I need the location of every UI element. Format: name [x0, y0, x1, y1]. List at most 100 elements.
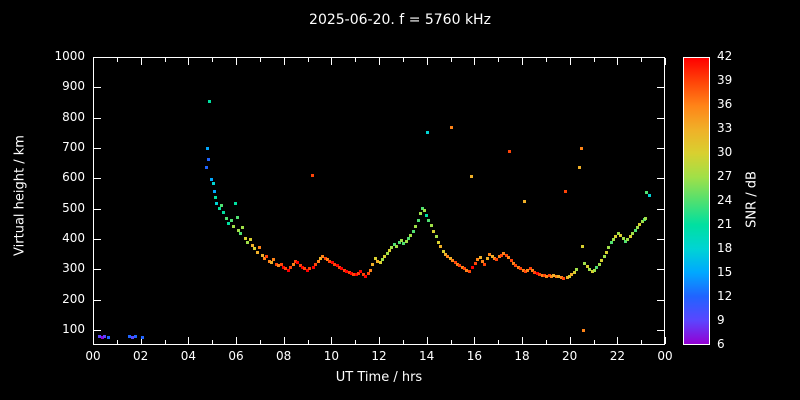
- data-point: [352, 273, 356, 277]
- y-tick-label: 100: [62, 321, 85, 336]
- y-tick: [657, 238, 664, 240]
- data-point: [444, 252, 448, 256]
- data-point: [208, 100, 212, 104]
- x-tick: [93, 58, 94, 65]
- data-point: [616, 232, 620, 236]
- x-tick: [426, 58, 428, 65]
- data-point: [277, 264, 281, 268]
- data-point: [473, 262, 477, 266]
- data-point: [595, 265, 599, 269]
- data-point: [490, 254, 494, 258]
- x-tick: [140, 337, 142, 344]
- data-point: [602, 254, 606, 258]
- data-point: [220, 203, 223, 207]
- x-tick: [212, 340, 214, 344]
- data-point: [414, 224, 418, 228]
- data-point: [354, 273, 358, 277]
- data-point: [328, 259, 332, 263]
- y-tick-label: 500: [62, 200, 85, 215]
- data-point: [572, 271, 576, 275]
- data-point: [521, 268, 525, 272]
- x-tick: [665, 58, 666, 65]
- data-point: [337, 265, 341, 269]
- x-tick-label: 02: [133, 349, 149, 363]
- data-point: [614, 234, 618, 238]
- data-point: [204, 165, 208, 169]
- data-point: [229, 218, 233, 222]
- x-tick: [498, 58, 500, 62]
- data-point: [286, 268, 290, 272]
- y-tick: [94, 117, 101, 119]
- colorbar-tick-label: 15: [717, 265, 733, 279]
- data-point: [628, 234, 632, 238]
- x-tick: [283, 58, 285, 65]
- data-point: [298, 264, 302, 268]
- data-point: [497, 255, 501, 259]
- data-point: [597, 262, 601, 266]
- data-point: [492, 257, 496, 261]
- x-tick: [641, 58, 643, 62]
- data-point: [210, 177, 214, 181]
- colorbar-tick-label: 24: [717, 193, 733, 207]
- y-tick: [94, 178, 101, 180]
- y-tick: [657, 117, 664, 119]
- y-tick: [94, 147, 101, 149]
- data-point: [545, 274, 549, 278]
- data-point: [478, 255, 482, 259]
- data-point: [281, 265, 285, 269]
- data-point: [262, 256, 266, 260]
- data-point: [314, 262, 318, 266]
- data-point: [206, 158, 210, 162]
- x-tick: [402, 58, 404, 62]
- data-point: [559, 275, 563, 279]
- data-point: [349, 272, 353, 276]
- data-point: [640, 219, 644, 223]
- data-point: [609, 241, 613, 245]
- data-point: [500, 253, 504, 257]
- data-point: [511, 262, 515, 266]
- data-point: [141, 336, 145, 339]
- data-point: [301, 265, 305, 269]
- y-tick-label: 900: [62, 79, 85, 94]
- data-point: [446, 255, 450, 259]
- x-tick-label: 00: [657, 349, 673, 363]
- data-point: [274, 262, 278, 266]
- data-point: [436, 240, 440, 244]
- data-point: [645, 191, 649, 195]
- data-point: [519, 266, 523, 270]
- data-point: [272, 258, 276, 262]
- x-tick: [259, 58, 261, 62]
- data-point: [422, 208, 426, 212]
- data-point: [509, 259, 513, 262]
- x-tick-label: 04: [180, 349, 196, 363]
- data-point: [577, 165, 581, 169]
- y-tick: [94, 329, 101, 331]
- data-point: [378, 261, 382, 265]
- data-point: [310, 174, 314, 178]
- data-point: [248, 238, 252, 242]
- y-tick: [657, 329, 664, 331]
- x-tick-label: 14: [419, 349, 435, 363]
- x-tick: [355, 340, 357, 344]
- y-tick: [657, 299, 664, 301]
- data-point: [241, 226, 245, 230]
- data-point: [504, 253, 508, 257]
- data-point: [291, 262, 295, 266]
- data-point: [575, 268, 579, 272]
- data-point: [103, 334, 107, 338]
- x-tick-label: 08: [276, 349, 292, 363]
- x-tick: [93, 337, 94, 344]
- data-point: [547, 273, 551, 277]
- y-tick: [657, 269, 664, 271]
- data-point: [604, 250, 608, 254]
- data-point: [533, 270, 537, 274]
- colorbar-tick-label: 6: [717, 337, 725, 351]
- data-point: [550, 274, 554, 278]
- data-point: [528, 267, 532, 271]
- x-tick: [331, 58, 333, 65]
- data-point: [485, 256, 489, 260]
- y-tick: [657, 147, 664, 149]
- x-tick: [236, 337, 237, 344]
- data-point: [255, 250, 259, 254]
- data-point: [380, 258, 384, 262]
